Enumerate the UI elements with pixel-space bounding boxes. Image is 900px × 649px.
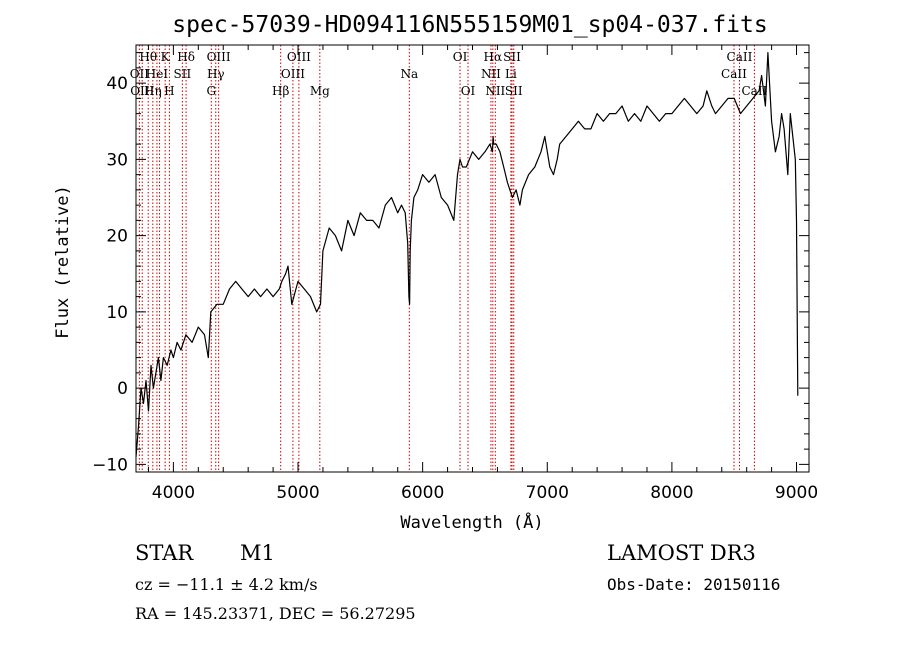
spectral-line-label: NII <box>485 84 505 98</box>
x-tick-label: 5000 <box>276 483 319 503</box>
spectral-line-label: Hη <box>144 84 162 98</box>
y-axis-label: Flux (relative) <box>53 185 73 339</box>
object-subclass: M1 <box>240 541 275 565</box>
redshift-value: cz = −11.1 ± 4.2 km/s <box>135 575 318 594</box>
x-tick-label: 4000 <box>152 483 195 503</box>
x-tick-label: 9000 <box>775 483 818 503</box>
spectral-line-markers <box>138 45 755 472</box>
spectral-line-label: NII <box>481 67 501 81</box>
spectral-line-label: Hδ <box>177 50 195 64</box>
spectral-line-label: Li <box>505 67 517 81</box>
y-tick-label: 10 <box>106 303 128 323</box>
spectral-line-label: H <box>164 84 174 98</box>
spectral-line-label: OI <box>461 84 476 98</box>
spectral-line-label: HeI <box>146 67 169 81</box>
spectrum-series <box>135 51 799 457</box>
x-tick-label: 6000 <box>401 483 444 503</box>
x-axis-label: Wavelength (Å) <box>400 511 543 533</box>
spectral-line-label: CaII <box>721 67 747 81</box>
spectral-line-label: OII <box>130 67 150 81</box>
spectral-line-label: Hγ <box>207 67 225 81</box>
y-tick-label: 30 <box>106 150 128 170</box>
spectral-line-label: G <box>206 84 216 98</box>
y-axis-ticks: −10 0 10 20 30 40 <box>92 52 809 475</box>
y-tick-label: 0 <box>117 379 128 399</box>
spectral-line-label: SII <box>174 67 192 81</box>
chart-title: spec-57039-HD094116N555159M01_sp04-037.f… <box>172 12 767 38</box>
spectral-line-label: Hθ <box>139 50 157 64</box>
spectral-line-label: Na <box>400 67 418 81</box>
y-tick-label: 20 <box>106 227 128 247</box>
survey-name: LAMOST DR3 <box>607 541 756 565</box>
spectral-line-labels: OIIOIIIHθHηHeIKHSIIHδGHγOIIIHβOIIIOIIIMg… <box>130 50 768 98</box>
spectral-line-label: OI <box>453 50 468 64</box>
coordinates: RA = 145.23371, DEC = 56.27295 <box>135 604 416 623</box>
spectral-line-label: SII <box>503 50 521 64</box>
x-tick-label: 8000 <box>650 483 693 503</box>
y-tick-label: 40 <box>106 74 128 94</box>
spectral-line-label: Hα <box>484 50 503 64</box>
spectral-line-label: Hβ <box>272 84 289 98</box>
y-tick-label: −10 <box>92 455 128 475</box>
spectral-line-label: SII <box>505 84 523 98</box>
spectrum-line <box>135 51 799 457</box>
x-tick-label: 7000 <box>526 483 569 503</box>
x-axis-ticks: 4000 5000 6000 7000 8000 9000 <box>147 45 818 503</box>
spectral-line-label: CaII <box>741 84 767 98</box>
plot-frame <box>135 44 810 473</box>
spectral-line-label: OIII <box>207 50 231 64</box>
spectral-line-label: Mg <box>310 84 330 98</box>
spectral-line-label: CaII <box>727 50 753 64</box>
observation-date: Obs-Date: 20150116 <box>607 575 780 594</box>
object-class: STAR <box>135 541 194 565</box>
spectral-line-label: OIII <box>281 67 305 81</box>
spectral-line-label: K <box>161 50 171 64</box>
spectral-line-label: OIII <box>287 50 311 64</box>
